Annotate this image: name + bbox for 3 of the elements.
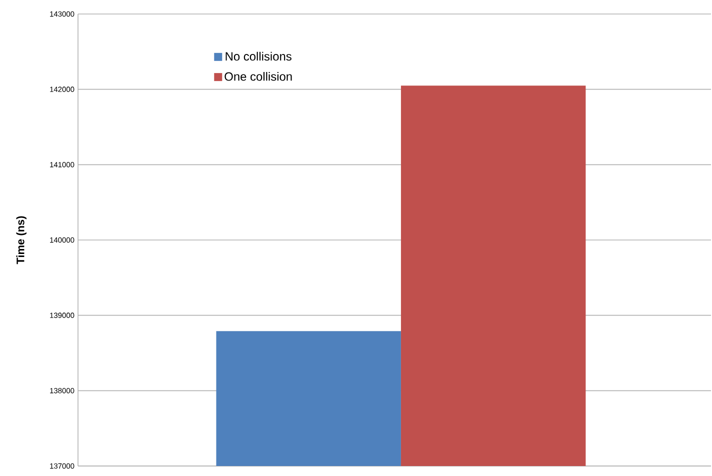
legend-label: One collision xyxy=(224,72,292,81)
y-axis-title: Time (ns) xyxy=(16,216,26,264)
legend-label: No collisions xyxy=(226,52,292,61)
